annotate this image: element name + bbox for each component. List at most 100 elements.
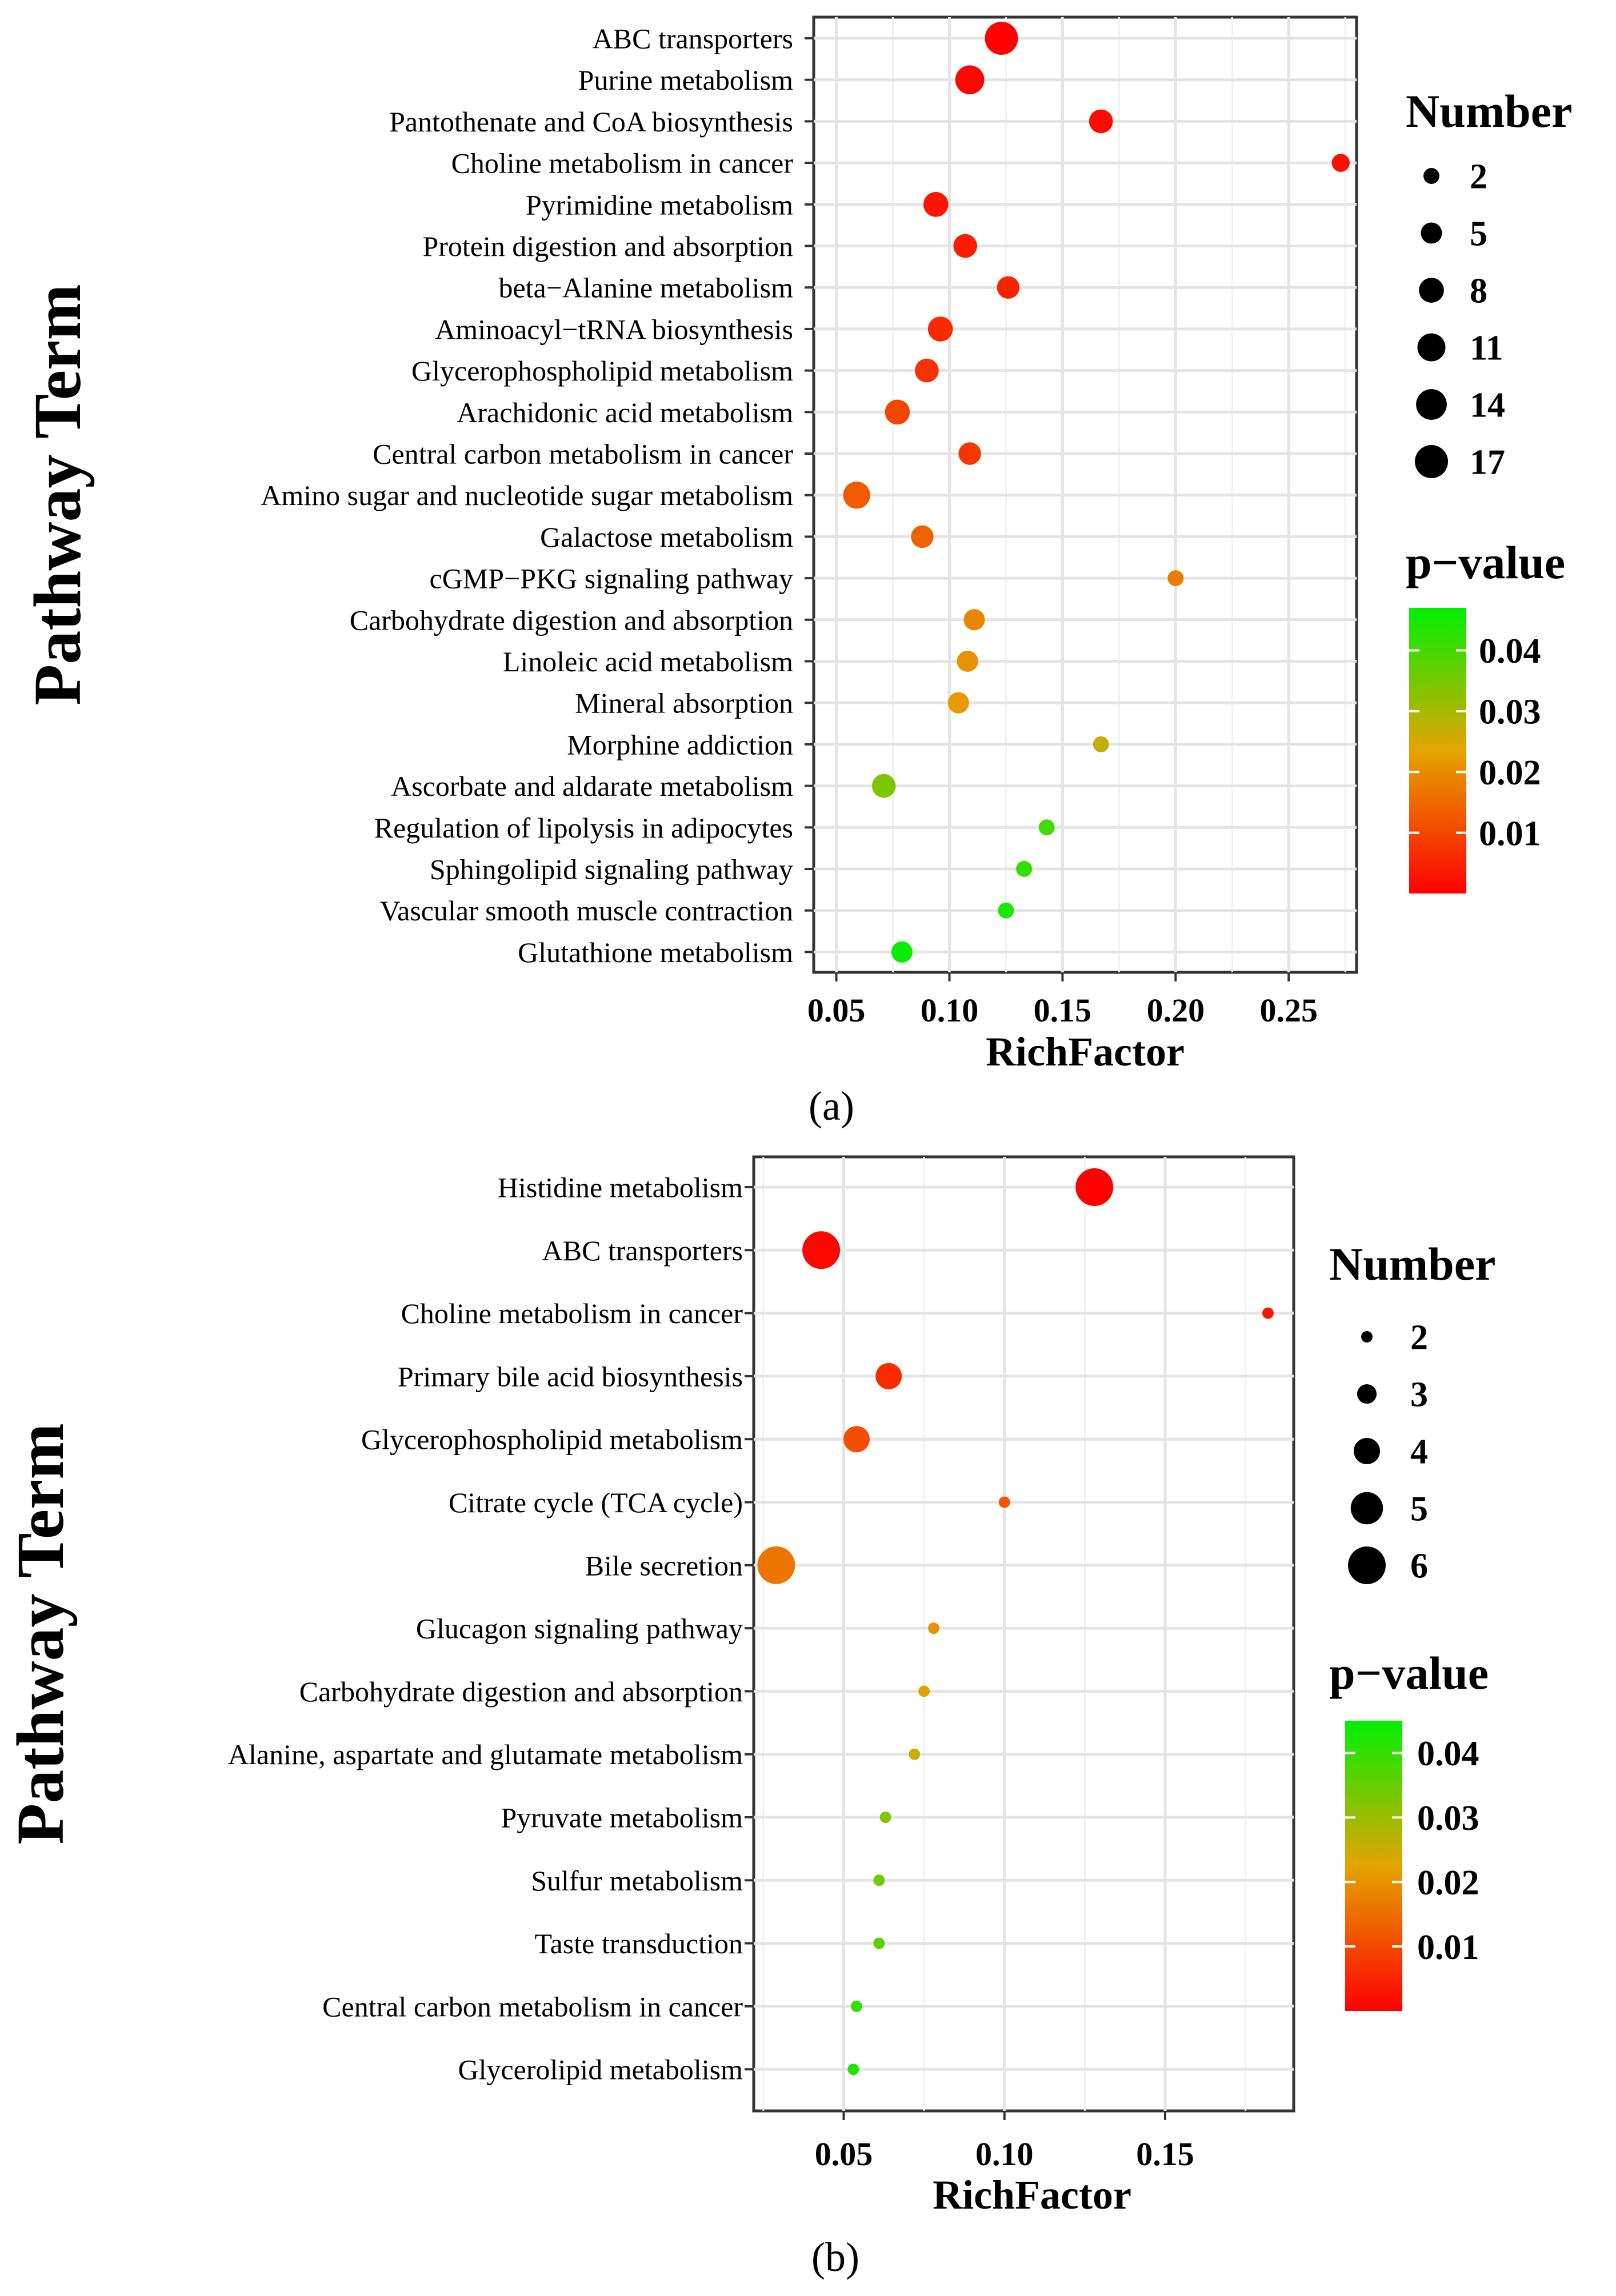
pathway-label: Pyrimidine metabolism: [526, 189, 793, 221]
pathway-label: Choline metabolism in cancer: [401, 1297, 743, 1329]
data-point: [879, 1812, 891, 1823]
x-tick-label: 0.20: [1147, 992, 1205, 1029]
pathway-label: Central carbon metabolism in cancer: [322, 1990, 743, 2022]
data-point: [843, 482, 870, 509]
size-legend-dot: [1415, 445, 1448, 478]
size-legend-dot: [1417, 333, 1446, 362]
points-b: [757, 1168, 1274, 2075]
x-tick-label: 0.10: [975, 2135, 1034, 2173]
pathway-label: Histidine metabolism: [498, 1172, 743, 1204]
data-point: [918, 1685, 930, 1697]
pathway-label: Aminoacyl−tRNA biosynthesis: [435, 313, 793, 345]
pathway-label: cGMP−PKG signaling pathway: [430, 563, 794, 595]
size-legend-dot: [1421, 222, 1442, 244]
size-legend-dot: [1348, 1546, 1386, 1584]
y-axis-title-a: Pathway Term: [20, 284, 95, 706]
data-point: [953, 234, 978, 258]
pathway-label: Arachidonic acid metabolism: [457, 396, 793, 428]
x-tick-label: 0.15: [1034, 992, 1092, 1029]
pathway-label: Glycerophospholipid metabolism: [361, 1424, 743, 1456]
x-tick-label: 0.10: [921, 992, 979, 1029]
pathway-label: Amino sugar and nucleotide sugar metabol…: [261, 479, 793, 511]
colorbar-tick-label: 0.04: [1479, 632, 1541, 671]
pathway-label: Glycerophospholipid metabolism: [411, 355, 793, 387]
pathway-label: Carbohydrate digestion and absorption: [299, 1676, 743, 1708]
data-point: [843, 1426, 870, 1453]
pathway-label: Morphine addiction: [567, 728, 793, 760]
data-point: [847, 2063, 859, 2075]
pathway-label: beta−Alanine metabolism: [498, 272, 793, 304]
size-legend-label: 8: [1470, 272, 1487, 311]
size-legend-label: 3: [1410, 1376, 1428, 1415]
size-legend-dot: [1350, 1492, 1383, 1525]
size-legend-label: 4: [1410, 1433, 1428, 1472]
pathway-label: Choline metabolism in cancer: [451, 147, 794, 179]
data-point: [928, 1622, 939, 1634]
plot-background-b: [752, 1155, 1295, 2113]
pathway-label: Bile secretion: [585, 1549, 743, 1581]
data-point: [873, 1874, 885, 1886]
size-legend-dot: [1423, 168, 1439, 184]
x-tick-label: 0.25: [1260, 992, 1318, 1029]
color-legend-title-a: p−value: [1406, 536, 1565, 588]
data-point: [757, 1546, 795, 1584]
x-axis-title-a: RichFactor: [986, 1029, 1185, 1075]
pathway-label: Linoleic acid metabolism: [503, 646, 793, 678]
size-legend-label: 2: [1410, 1319, 1428, 1357]
pathway-label: Glucagon signaling pathway: [416, 1613, 743, 1645]
data-point: [875, 1363, 902, 1389]
x-tick-label: 0.15: [1136, 2135, 1194, 2173]
data-point: [1331, 154, 1350, 172]
pathway-label: Taste transduction: [535, 1928, 743, 1960]
size-legend-title-a: Number: [1406, 85, 1573, 137]
data-point: [802, 1231, 841, 1269]
gridlines-a: [814, 17, 1357, 972]
data-point: [998, 902, 1014, 919]
size-legend-label: 2: [1470, 158, 1487, 197]
x-tick-label: 0.05: [815, 2135, 873, 2173]
pathway-label: Vascular smooth muscle contraction: [380, 895, 793, 927]
caption-a: (a): [809, 1083, 854, 1129]
size-legend-b: Number 2 3 4 5 6: [1329, 1238, 1496, 1586]
chart-panel-a: ABC transporters Purine metabolism Pantoth…: [20, 15, 1573, 1129]
data-point: [955, 65, 985, 95]
data-point: [1167, 570, 1184, 587]
size-legend-dot: [1353, 1437, 1381, 1465]
size-legend-dot: [1357, 1384, 1377, 1404]
x-ticks-b: 0.05 0.10 0.15: [815, 2111, 1194, 2173]
data-point: [885, 399, 910, 425]
pathway-label: Pantothenate and CoA biosynthesis: [389, 106, 793, 138]
pathway-label: Glutathione metabolism: [518, 936, 793, 968]
data-point: [871, 774, 896, 798]
data-point: [1262, 1307, 1274, 1319]
data-point: [997, 276, 1020, 299]
data-point: [911, 525, 934, 548]
gridlines-b: [754, 1157, 1294, 2111]
size-legend-label: 17: [1470, 443, 1505, 482]
colorbar-tick-label: 0.01: [1417, 1928, 1479, 1967]
size-legend-label: 5: [1470, 215, 1487, 254]
color-legend-a: p−value 0.04 0.03 0.02 0.01: [1406, 536, 1565, 893]
data-point: [873, 1937, 885, 1949]
pathway-label: Sphingolipid signaling pathway: [430, 854, 793, 885]
size-legend-dot: [1361, 1331, 1373, 1343]
pathway-label: Glycerolipid metabolism: [458, 2054, 743, 2086]
data-point: [1075, 1168, 1114, 1206]
pathway-label: Sulfur metabolism: [531, 1865, 743, 1897]
size-legend-label: 5: [1410, 1490, 1428, 1529]
size-legend-label: 11: [1470, 329, 1503, 368]
data-point: [958, 442, 981, 465]
pathway-label: Citrate cycle (TCA cycle): [449, 1486, 743, 1518]
pathway-label: ABC transporters: [542, 1235, 743, 1267]
size-legend-label: 6: [1410, 1547, 1428, 1586]
colorbar-tick-label: 0.04: [1417, 1734, 1479, 1773]
pathway-label: Central carbon metabolism in cancer: [373, 438, 793, 470]
caption-b: (b): [811, 2234, 859, 2280]
colorbar-tick-label: 0.02: [1417, 1864, 1479, 1902]
pathway-label: Ascorbate and aldarate metabolism: [391, 770, 793, 802]
colorbar-tick-label: 0.03: [1417, 1799, 1479, 1838]
x-ticks-a: 0.05 0.10 0.15 0.20 0.25: [807, 972, 1318, 1029]
size-legend-a: Number 2 5 8 11 14 17: [1406, 85, 1573, 482]
color-legend-title-b: p−value: [1329, 1647, 1489, 1699]
